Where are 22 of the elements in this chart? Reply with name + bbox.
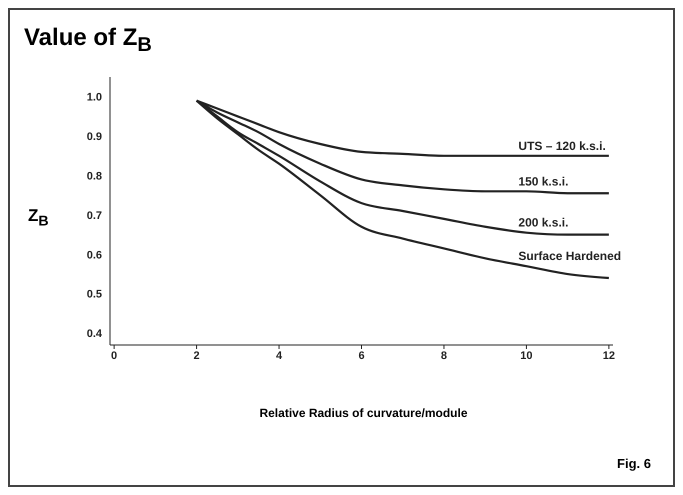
y-tick-label: 0.5: [86, 288, 102, 301]
series-label: Surface Hardened: [518, 249, 622, 264]
series-label: UTS – 120 k.s.i.: [518, 138, 606, 153]
y-tick-label: 0.8: [86, 170, 102, 182]
y-tick-label: 0.9: [86, 131, 102, 144]
y-tick-label: 1.0: [86, 92, 102, 104]
x-tick-label: 4: [276, 350, 283, 362]
y-tick-label: 0.7: [86, 210, 102, 222]
x-tick-label: 6: [358, 350, 365, 362]
x-tick-label: 2: [194, 350, 200, 362]
x-tick-label: 0: [111, 350, 118, 362]
y-tick-label: 0.6: [86, 249, 102, 262]
y-tick-label: 0.4: [86, 328, 103, 340]
y-axis-title: Z$_{B}$: [28, 206, 49, 230]
x-tick-label: 10: [520, 350, 533, 362]
chart-title: Value of Z$_{B}$: [24, 24, 152, 57]
caption: Fig. 6: [617, 456, 651, 471]
series-label: 150 k.s.i.: [518, 174, 568, 188]
x-axis-title: Relative Radius of curvature/module: [258, 406, 469, 420]
series-label: 200 k.s.i.: [518, 216, 568, 230]
x-tick-label: 12: [602, 350, 615, 362]
x-tick-label: 8: [440, 350, 448, 362]
